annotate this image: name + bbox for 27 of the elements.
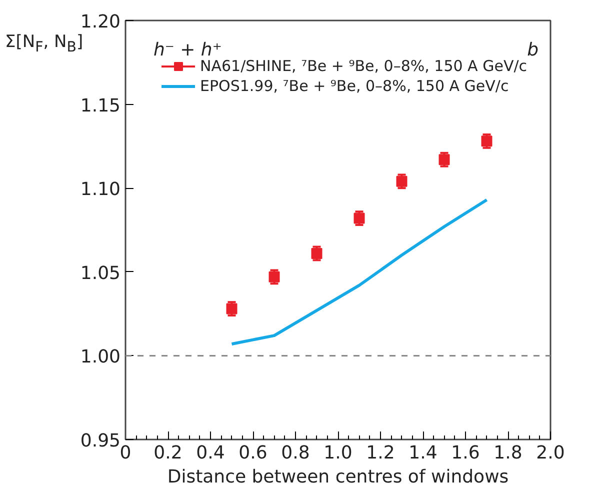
- y-axis-title: Σ[N$_{F}$, N$_{B}$]: [5, 31, 84, 58]
- y-tick-label: 1.05: [80, 262, 120, 284]
- y-tick-label: 0.95: [80, 430, 120, 452]
- y-tick-label: 1.00: [80, 346, 120, 368]
- legend-label: EPOS1.99, ⁷Be + ⁹Be, 0–8%, 150 A GeV/c: [200, 77, 509, 95]
- x-tick-label: 1.2: [366, 442, 395, 464]
- y-tick-label: 1.20: [80, 12, 120, 32]
- x-tick-label: 0: [120, 442, 132, 464]
- line-series: [230, 198, 488, 346]
- point: [481, 136, 492, 147]
- x-tick-label: 1.8: [494, 442, 522, 464]
- x-tick-label: 1.4: [408, 442, 438, 464]
- x-tick-label: 2.0: [536, 442, 565, 464]
- point: [311, 248, 322, 259]
- x-tick-label: 0.4: [196, 442, 225, 464]
- x-axis-title: Distance between centres of windows: [167, 466, 509, 488]
- y-tick-label: 1.10: [80, 179, 120, 200]
- point: [396, 176, 408, 187]
- x-tick-label: 0.2: [154, 442, 182, 464]
- annotation: b: [527, 40, 539, 60]
- point: [438, 154, 450, 166]
- x-tick-label: 1.0: [324, 442, 352, 464]
- x-tick-label: 0.8: [281, 442, 310, 464]
- y-tick-label: 1.15: [80, 95, 120, 116]
- x-tick-label: 1.6: [451, 442, 480, 464]
- point: [268, 271, 280, 282]
- x-tick-label: 0.6: [238, 442, 268, 464]
